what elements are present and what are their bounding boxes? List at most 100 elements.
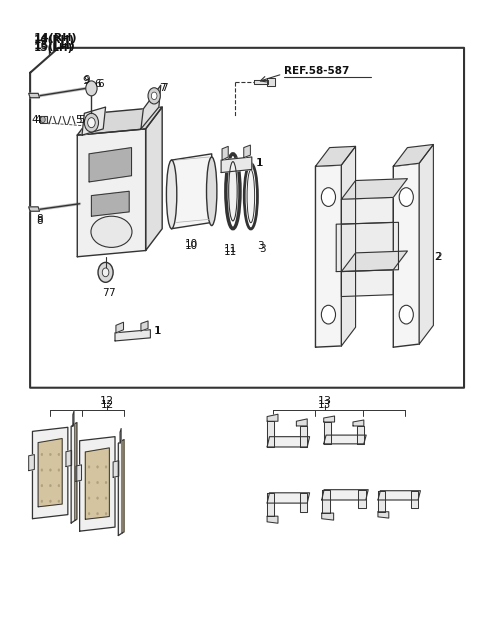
Circle shape [41, 469, 43, 471]
Text: 6: 6 [97, 79, 104, 89]
Text: 1: 1 [255, 158, 262, 168]
Circle shape [49, 469, 51, 471]
Circle shape [88, 497, 90, 499]
Circle shape [88, 482, 90, 483]
Ellipse shape [91, 216, 132, 247]
Polygon shape [336, 222, 398, 272]
Polygon shape [378, 490, 420, 500]
Text: 1: 1 [155, 326, 162, 336]
Ellipse shape [228, 162, 237, 221]
Circle shape [84, 113, 98, 132]
Text: 1: 1 [154, 326, 161, 336]
Polygon shape [120, 428, 121, 443]
Polygon shape [118, 439, 124, 535]
Polygon shape [71, 423, 77, 523]
Text: 7: 7 [159, 83, 166, 94]
Text: REF.58-587: REF.58-587 [284, 66, 349, 76]
Polygon shape [267, 516, 278, 523]
Text: 15(LH): 15(LH) [34, 43, 73, 53]
Polygon shape [296, 419, 307, 426]
Circle shape [148, 88, 160, 104]
Polygon shape [30, 48, 464, 387]
Polygon shape [89, 148, 132, 182]
Polygon shape [341, 147, 356, 346]
Polygon shape [315, 147, 356, 166]
Text: 11: 11 [224, 244, 237, 254]
Text: 2: 2 [434, 252, 441, 262]
Circle shape [96, 482, 98, 483]
Polygon shape [378, 490, 385, 512]
Polygon shape [39, 116, 47, 123]
Circle shape [49, 453, 51, 456]
Polygon shape [116, 322, 123, 333]
Polygon shape [267, 493, 275, 516]
Text: 11: 11 [224, 246, 237, 257]
Circle shape [102, 268, 109, 277]
Polygon shape [141, 321, 148, 331]
Polygon shape [91, 191, 129, 216]
Polygon shape [267, 437, 310, 447]
Polygon shape [393, 145, 433, 166]
Text: 15(LH): 15(LH) [34, 41, 75, 51]
Polygon shape [66, 451, 72, 466]
Text: 9: 9 [83, 75, 90, 85]
Polygon shape [357, 426, 364, 444]
Text: 2: 2 [436, 252, 443, 262]
Polygon shape [322, 490, 368, 500]
Circle shape [88, 513, 90, 515]
Circle shape [105, 482, 107, 483]
Text: 4: 4 [35, 114, 41, 125]
Polygon shape [322, 490, 330, 513]
Ellipse shape [206, 157, 217, 226]
Polygon shape [172, 154, 212, 229]
Polygon shape [85, 448, 109, 520]
Polygon shape [267, 493, 310, 503]
Polygon shape [341, 251, 408, 272]
Polygon shape [315, 165, 341, 347]
Text: 7: 7 [102, 288, 109, 298]
Polygon shape [358, 490, 366, 508]
Circle shape [58, 484, 60, 487]
Text: 14(RH): 14(RH) [34, 33, 77, 44]
Circle shape [96, 513, 98, 515]
Circle shape [96, 466, 98, 468]
Polygon shape [378, 512, 389, 518]
Polygon shape [411, 490, 418, 507]
Polygon shape [267, 78, 275, 86]
Circle shape [151, 92, 157, 100]
Text: 10: 10 [185, 240, 198, 249]
Polygon shape [145, 107, 162, 250]
Polygon shape [75, 423, 77, 521]
Polygon shape [73, 411, 74, 427]
Polygon shape [33, 427, 68, 519]
Polygon shape [300, 426, 307, 447]
Polygon shape [38, 439, 62, 507]
Circle shape [105, 466, 107, 468]
Circle shape [399, 188, 413, 207]
Text: 7: 7 [108, 288, 115, 298]
Text: 13: 13 [318, 400, 332, 410]
Text: 8: 8 [36, 214, 43, 224]
Polygon shape [222, 147, 228, 160]
Circle shape [40, 116, 45, 123]
Text: 8: 8 [36, 216, 43, 226]
Polygon shape [80, 437, 115, 531]
Polygon shape [77, 129, 145, 257]
Polygon shape [29, 94, 39, 98]
Circle shape [41, 484, 43, 487]
Polygon shape [122, 439, 124, 533]
Polygon shape [393, 163, 419, 347]
Text: 12: 12 [100, 400, 114, 410]
Text: 10: 10 [185, 241, 198, 251]
Circle shape [41, 453, 43, 456]
Circle shape [49, 500, 51, 502]
Circle shape [105, 513, 107, 515]
Text: 7: 7 [161, 83, 168, 94]
Text: 12: 12 [100, 396, 114, 406]
Text: 4: 4 [32, 114, 38, 125]
Circle shape [58, 469, 60, 471]
Text: 1: 1 [256, 158, 263, 168]
Polygon shape [77, 107, 162, 135]
Text: 5: 5 [75, 114, 82, 125]
Polygon shape [341, 197, 393, 224]
